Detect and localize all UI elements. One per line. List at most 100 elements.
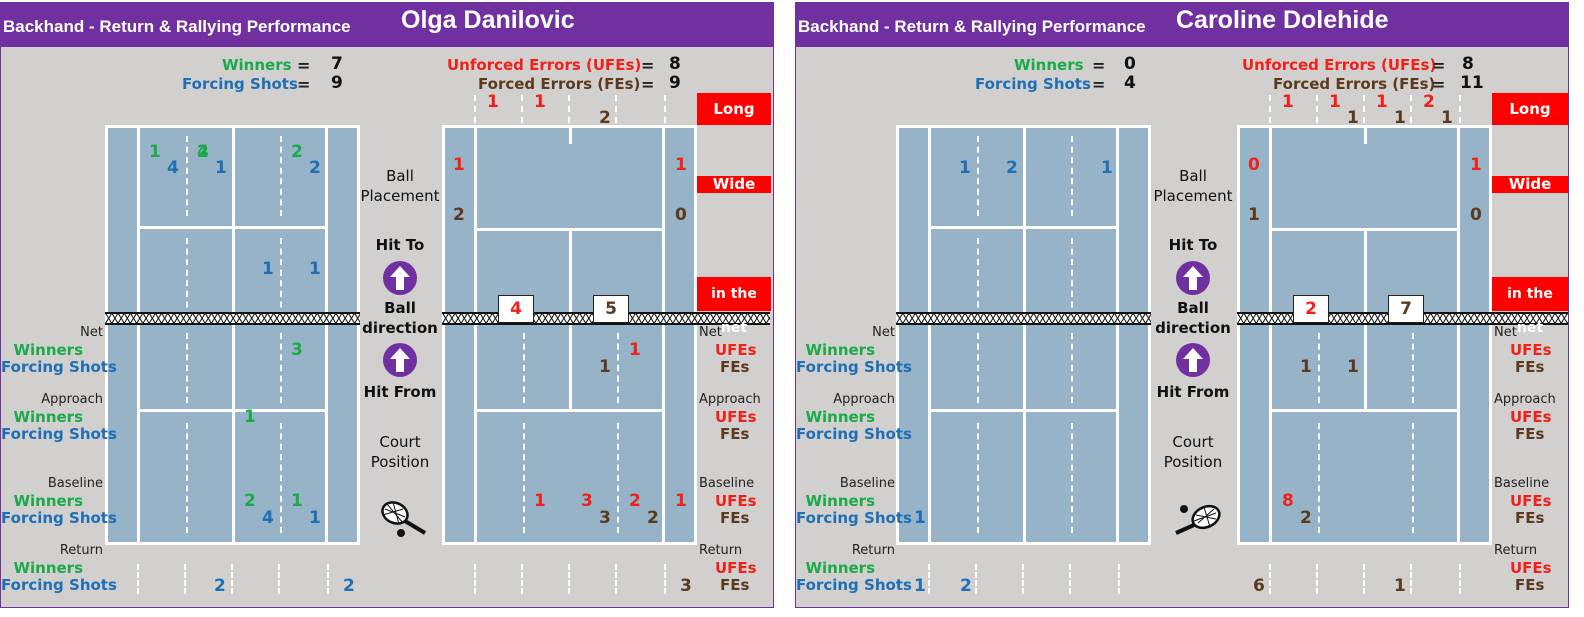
row-label-forcing: Forcing Shots bbox=[796, 358, 912, 376]
net-fe-box: 5 bbox=[593, 295, 629, 323]
panel-subtitle: Backhand - Return & Rallying Performance bbox=[798, 17, 1146, 36]
row-label-ufes: UFEs bbox=[715, 559, 757, 577]
row-label-fes: FEs bbox=[1515, 425, 1545, 443]
up-arrow-icon bbox=[1176, 343, 1210, 377]
ball-placement-label: Ball bbox=[386, 167, 414, 185]
court-stat: 1 bbox=[291, 491, 303, 511]
in-the-net-label: in the net bbox=[1492, 277, 1568, 336]
return-stat: 1 bbox=[914, 576, 926, 596]
court-stat: 1 bbox=[244, 407, 256, 427]
net-line: XXXXXXXXXXXXXXXXXXXXXXXXXXXXXXXXXXXXXXXX… bbox=[896, 312, 1151, 325]
long-error-stat: 1 bbox=[487, 92, 499, 112]
row-label-return: Return bbox=[59, 543, 103, 558]
ball-direction-label: Ball bbox=[1177, 299, 1209, 317]
row-label-fes: FEs bbox=[720, 358, 750, 376]
court-stat: 3 bbox=[581, 491, 593, 511]
row-label-forcing: Forcing Shots bbox=[796, 576, 912, 594]
court-position-label: Court bbox=[379, 433, 421, 451]
forcing-shots-total: 9 bbox=[331, 73, 343, 93]
row-label-forcing: Forcing Shots bbox=[796, 425, 912, 443]
ball-direction-label: Ball bbox=[384, 299, 416, 317]
panel-header: Backhand - Return & Rallying Performance… bbox=[796, 3, 1568, 47]
long-error-stat: 1 bbox=[1441, 108, 1453, 128]
long-error-stat: 1 bbox=[1376, 92, 1388, 112]
return-stat: 2 bbox=[960, 576, 972, 596]
winners-total: 0 bbox=[1124, 54, 1136, 74]
court-stat: 3 bbox=[599, 508, 611, 528]
hit-from-court bbox=[105, 125, 360, 545]
row-label-fes: FEs bbox=[720, 576, 750, 594]
net-ufe-box: 2 bbox=[1293, 295, 1329, 323]
row-label-approach: Approach bbox=[1494, 392, 1556, 407]
ufe-label: Unforced Errors (UFEs) bbox=[447, 56, 642, 74]
hit-from-label: Hit From bbox=[363, 383, 437, 401]
return-stat: 2 bbox=[343, 576, 355, 596]
return-stat: 2 bbox=[214, 576, 226, 596]
court-stat: 4 bbox=[167, 158, 179, 178]
hit-to-court bbox=[1237, 125, 1492, 545]
court-stat: 3 bbox=[291, 340, 303, 360]
equals-sign: = bbox=[297, 75, 311, 94]
court-stat: 2 bbox=[1300, 508, 1312, 528]
court-stat: 2 bbox=[647, 508, 659, 528]
court-stat: 1 bbox=[675, 491, 687, 511]
row-label-winners: Winners bbox=[805, 559, 875, 577]
court-stat: 1 bbox=[1300, 357, 1312, 377]
forcing-shots-total: 4 bbox=[1124, 73, 1136, 93]
row-label-return: Return bbox=[699, 543, 743, 558]
equals-sign: = bbox=[1092, 56, 1106, 75]
fe-label: Forced Errors (FEs) bbox=[1273, 75, 1436, 93]
row-label-fes: FEs bbox=[1515, 509, 1545, 527]
winners-total: 7 bbox=[331, 54, 343, 74]
equals-sign: = bbox=[641, 75, 655, 94]
ball-placement-label: Ball bbox=[1179, 167, 1207, 185]
row-label-ufes: UFEs bbox=[715, 341, 757, 359]
wide-error-stat: 0 bbox=[1248, 155, 1260, 175]
tennis-racket-icon bbox=[1170, 501, 1224, 541]
row-label-baseline: Baseline bbox=[47, 476, 103, 491]
row-label-winners: Winners bbox=[805, 492, 875, 510]
court-stat: 1 bbox=[309, 508, 321, 528]
net-line: XXXXXXXXXXXXXXXXXXXXXXXXXXXXXXXXXXXXXXXX… bbox=[105, 312, 360, 325]
return-stat: 3 bbox=[680, 576, 692, 596]
row-label-winners: Winners bbox=[13, 559, 83, 577]
return-stat: 1 bbox=[1394, 576, 1406, 596]
long-error-stat: 2 bbox=[1423, 92, 1435, 112]
long-error-stat: 1 bbox=[534, 92, 546, 112]
court-position-label: Position bbox=[370, 453, 430, 471]
row-label-ufes: UFEs bbox=[1510, 492, 1552, 510]
left-player-panel: Backhand - Return & Rallying Performance… bbox=[0, 2, 774, 608]
wide-error-stat: 1 bbox=[675, 155, 687, 175]
row-label-net: Net bbox=[699, 325, 722, 340]
row-label-approach: Approach bbox=[699, 392, 761, 407]
equals-sign: = bbox=[641, 56, 655, 75]
row-label-net: Net bbox=[872, 325, 895, 340]
row-label-ufes: UFEs bbox=[715, 408, 757, 426]
long-error-stat: 1 bbox=[1394, 108, 1406, 128]
fe-total: 11 bbox=[1460, 73, 1484, 93]
court-stat: 4 bbox=[262, 508, 274, 528]
row-label-winners: Winners bbox=[13, 341, 83, 359]
court-stat: 2 bbox=[244, 491, 256, 511]
row-label-baseline: Baseline bbox=[1494, 476, 1550, 491]
court-stat: 1 bbox=[599, 357, 611, 377]
equals-sign: = bbox=[1092, 75, 1106, 94]
wide-error-stat: 1 bbox=[1470, 155, 1482, 175]
row-label-winners: Winners bbox=[805, 341, 875, 359]
hit-to-label: Hit To bbox=[375, 236, 425, 254]
up-arrow-icon bbox=[383, 343, 417, 377]
hit-to-label: Hit To bbox=[1168, 236, 1218, 254]
court-stat: 1 bbox=[629, 340, 641, 360]
court-stat: 1 bbox=[959, 158, 971, 178]
wide-error-stat: 1 bbox=[453, 155, 465, 175]
court-stat: 2 bbox=[1006, 158, 1018, 178]
row-label-ufes: UFEs bbox=[715, 492, 757, 510]
row-label-winners: Winners bbox=[13, 492, 83, 510]
ball-direction-label: direction bbox=[362, 319, 438, 337]
equals-sign: = bbox=[297, 56, 311, 75]
wide-error-stat: 0 bbox=[1470, 205, 1482, 225]
long-error-stat: 1 bbox=[1329, 92, 1341, 112]
ufe-label: Unforced Errors (UFEs) bbox=[1242, 56, 1437, 74]
row-label-baseline: Baseline bbox=[839, 476, 895, 491]
winners-label: Winners bbox=[222, 56, 292, 74]
